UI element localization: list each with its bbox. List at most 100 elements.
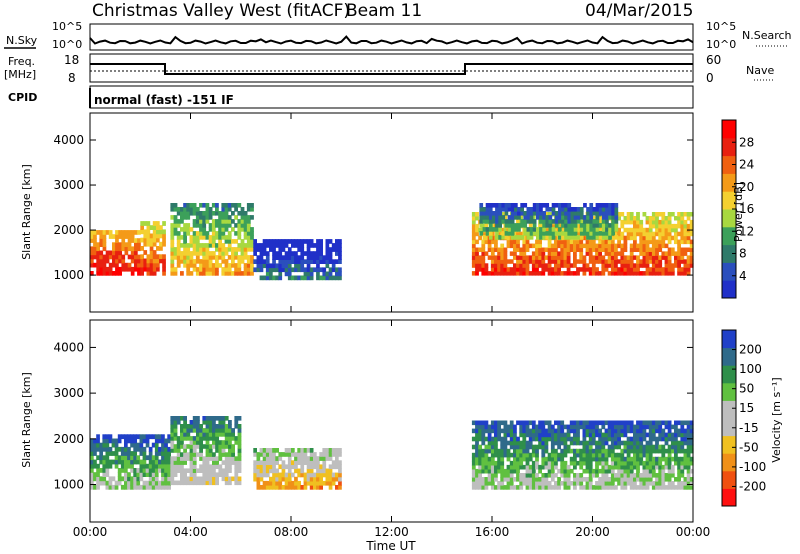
power-cell — [156, 225, 160, 230]
velocity-cell — [199, 428, 203, 433]
power-cell — [645, 271, 650, 276]
power-cell — [636, 216, 640, 221]
velocity-cell — [614, 452, 618, 458]
power-cell — [265, 255, 270, 260]
velocity-cell — [595, 481, 599, 486]
power-cell — [162, 233, 166, 239]
velocity-cell — [102, 468, 107, 473]
velocity-cell — [513, 456, 517, 462]
velocity-cell — [93, 438, 97, 444]
power-cell — [284, 255, 289, 260]
power-cell — [205, 231, 210, 236]
velocity-cell — [90, 476, 94, 482]
power-cell — [503, 271, 508, 276]
velocity-cell — [538, 420, 542, 426]
power-cell — [284, 271, 289, 277]
power-cell — [328, 275, 333, 281]
power-cell — [567, 231, 572, 236]
velocity-cell — [338, 468, 342, 474]
power-cell — [240, 251, 245, 256]
power-cell — [130, 246, 135, 252]
power-cell — [93, 250, 97, 256]
velocity-cell — [579, 456, 584, 462]
power-cell — [554, 231, 559, 236]
power-cell — [108, 262, 113, 268]
velocity-cell — [547, 460, 552, 466]
velocity-cell — [148, 459, 153, 465]
power-cell — [601, 271, 606, 276]
power-cell — [689, 223, 694, 229]
velocity-cell — [237, 480, 242, 486]
power-cell — [554, 271, 558, 276]
velocity-cell — [642, 432, 647, 438]
velocity-cell — [617, 473, 621, 478]
power-cell — [651, 235, 656, 241]
velocity-cell — [224, 436, 229, 441]
velocity-cell — [614, 460, 618, 466]
power-cell — [162, 221, 166, 226]
velocity-cell — [192, 456, 197, 461]
power-cell — [140, 221, 144, 226]
power-cell — [96, 242, 100, 247]
velocity-cell — [674, 420, 678, 426]
power-cell — [529, 227, 534, 232]
velocity-cell — [642, 464, 647, 470]
power-cell — [536, 231, 540, 236]
velocity-cell — [96, 442, 100, 448]
velocity-cell — [313, 472, 317, 478]
velocity-cell — [303, 456, 308, 461]
power-cell — [253, 267, 257, 273]
power-cell — [629, 231, 634, 237]
power-cell — [503, 255, 508, 260]
velocity-cell — [215, 432, 219, 437]
power-cell — [180, 271, 184, 276]
power-cell — [475, 216, 479, 221]
velocity-cell — [478, 481, 482, 486]
power-cell — [137, 262, 141, 268]
velocity-cell — [287, 464, 292, 470]
power-cell — [522, 255, 527, 260]
velocity-cell — [145, 468, 150, 473]
power-cell — [134, 230, 138, 235]
velocity-cell — [535, 432, 539, 438]
velocity-cell — [484, 481, 489, 486]
velocity-cell — [183, 480, 187, 486]
power-cell — [246, 215, 251, 220]
power-cell — [146, 221, 151, 226]
velocity-cell — [639, 424, 644, 430]
velocity-cell — [319, 476, 323, 482]
power-cell — [563, 251, 568, 256]
velocity-cell — [471, 468, 476, 474]
velocity-cell — [262, 460, 267, 465]
power-cell — [538, 259, 542, 264]
velocity-cell — [262, 456, 267, 461]
velocity-cell — [531, 436, 536, 442]
power-cell — [573, 219, 578, 224]
velocity-cell — [661, 444, 666, 450]
velocity-cell — [161, 472, 165, 477]
velocity-cell — [629, 456, 634, 462]
power-cell — [195, 211, 200, 216]
velocity-cell — [136, 459, 141, 465]
power-cell — [192, 247, 197, 252]
velocity-cell — [497, 432, 501, 438]
power-cell — [250, 255, 254, 260]
velocity-cell — [516, 464, 520, 470]
power-cell — [328, 267, 333, 273]
velocity-cell — [629, 477, 634, 482]
velocity-cell — [136, 442, 141, 448]
velocity-cell — [633, 460, 637, 466]
velocity-cell — [173, 436, 178, 441]
power-cell — [211, 271, 216, 276]
velocity-cell — [639, 436, 644, 442]
power-cell — [538, 263, 542, 268]
velocity-cell — [623, 440, 628, 446]
power-cell — [670, 263, 675, 268]
velocity-cell — [278, 452, 283, 457]
velocity-cell — [114, 463, 119, 469]
power-cell — [215, 211, 219, 216]
velocity-cell — [158, 468, 162, 473]
velocity-cell — [102, 476, 107, 482]
power-cell — [538, 223, 542, 229]
power-cell — [137, 271, 141, 276]
